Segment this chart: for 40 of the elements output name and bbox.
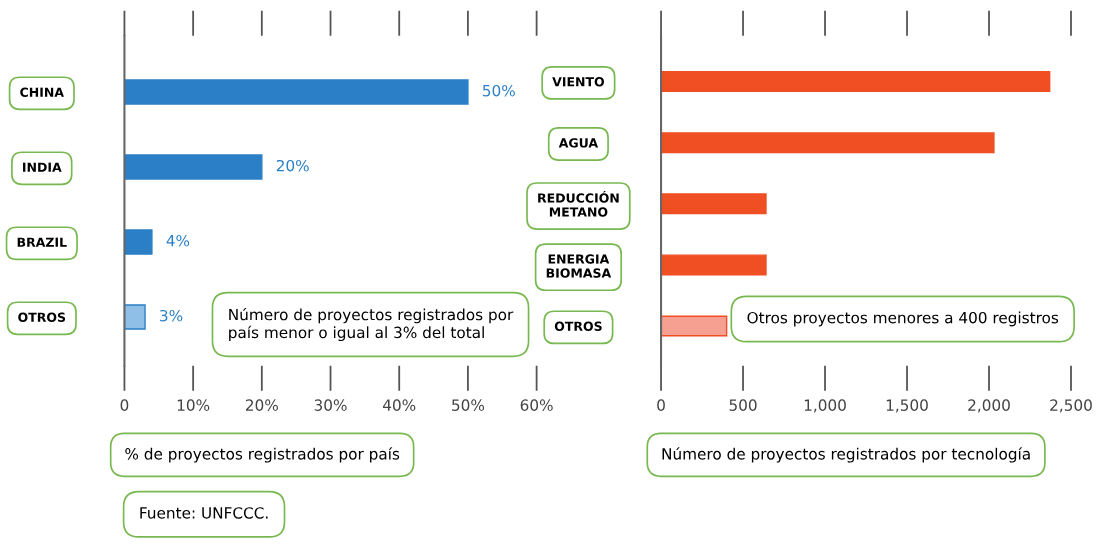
x-tick-label: 0 [120, 399, 129, 411]
source-note: Fuente: UNFCCC. [140, 507, 268, 519]
bar [661, 71, 1051, 93]
x-tick-label: 2,000 [968, 399, 1010, 413]
bar [661, 315, 728, 337]
bar [661, 132, 995, 154]
bar [124, 154, 263, 180]
y-tick-label: REDUCCIÓN METANO [538, 190, 619, 217]
bar [661, 254, 767, 276]
data-label: 50% [482, 84, 515, 97]
x-tick-label: 0 [657, 399, 665, 411]
x-tick-label: 20% [245, 399, 278, 411]
y-tick-label: ENERGIA BIOMASA [546, 254, 612, 278]
x-axis-title: Número de proyectos registrados por tecnología [662, 447, 1030, 463]
x-tick-label: 1,500 [886, 399, 928, 413]
y-tick-label: AGUA [558, 138, 599, 148]
annotation: Otros proyectos menores a 400 registros [747, 311, 1059, 327]
x-tick-label: 60% [520, 399, 553, 411]
y-tick-label: INDIA [23, 162, 62, 172]
y-tick-label: BRAZIL [17, 237, 67, 247]
x-tick-label: 500 [729, 399, 757, 411]
bar [124, 304, 146, 330]
annotation: Número de proyectos registrados por país menor o igual al 3% del total [229, 307, 514, 342]
x-axis-title: % de proyectos registrados por país [125, 447, 400, 463]
y-tick-label: OTROS [18, 312, 66, 322]
x-tick-label: 10% [177, 399, 210, 411]
x-tick-label: 50% [452, 399, 485, 411]
bar [661, 193, 767, 215]
y-tick-label: CHINA [20, 87, 64, 97]
x-tick-label: 2,500 [1050, 399, 1092, 413]
x-tick-label: 1,000 [804, 399, 846, 413]
x-tick-label: 30% [314, 399, 347, 411]
x-tick-label: 40% [382, 399, 416, 411]
data-label: 20% [276, 159, 309, 172]
bar [124, 79, 469, 105]
data-label: 4% [166, 234, 190, 247]
data-label: 3% [160, 309, 183, 322]
y-tick-label: OTROS [554, 321, 602, 331]
bar [124, 229, 153, 255]
y-tick-label: VIENTO [552, 77, 605, 87]
